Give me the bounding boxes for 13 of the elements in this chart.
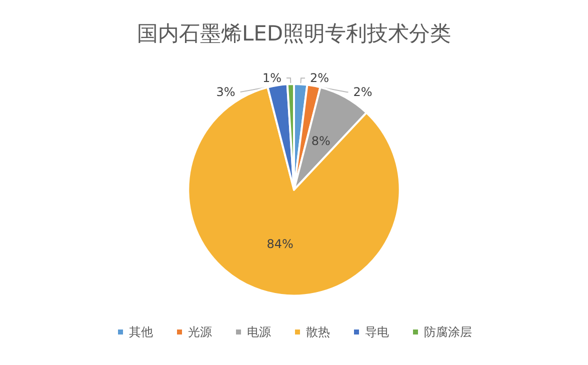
legend-label: 光源 bbox=[188, 325, 212, 339]
legend-label: 电源 bbox=[247, 325, 271, 339]
legend-label: 散热 bbox=[306, 325, 330, 339]
legend-label: 其他 bbox=[129, 325, 153, 339]
data-label: 3% bbox=[216, 85, 236, 100]
data-label: 84% bbox=[266, 236, 294, 251]
data-label: 2% bbox=[353, 85, 372, 100]
data-label: 8% bbox=[311, 134, 330, 148]
legend-label: 导电 bbox=[365, 325, 389, 339]
legend-label: 防腐涂层 bbox=[424, 325, 472, 339]
data-label: 2% bbox=[310, 71, 330, 86]
chart-title: 国内石墨烯LED照明专利技术分类 bbox=[136, 22, 452, 46]
data-label: 1% bbox=[262, 71, 282, 86]
